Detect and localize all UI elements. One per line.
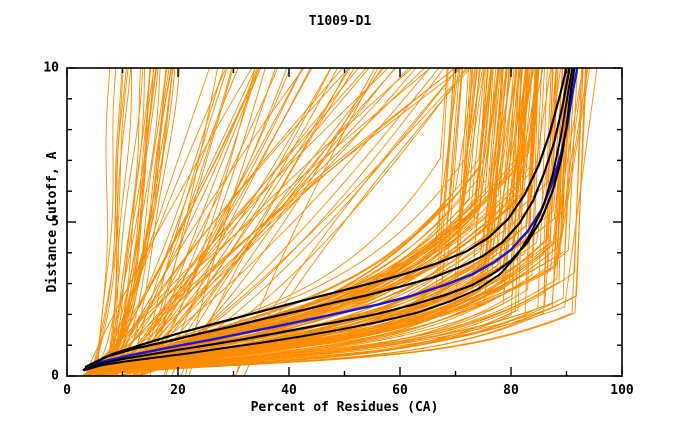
prediction-curve	[88, 68, 425, 376]
x-tick-label: 0	[63, 383, 71, 398]
x-tick-label: 60	[392, 383, 408, 398]
prediction-curve	[129, 68, 349, 376]
series-highlight-black-1	[82, 68, 576, 371]
prediction-curve	[83, 68, 173, 376]
prediction-curve	[105, 68, 180, 376]
prediction-curve	[185, 68, 276, 376]
prediction-curve	[83, 68, 584, 376]
series-highlight-black-3	[88, 68, 568, 367]
prediction-curve	[92, 68, 260, 376]
prediction-curve	[86, 68, 127, 376]
prediction-curve	[115, 68, 445, 376]
prediction-curve	[87, 68, 174, 376]
series-highlight-black-2	[84, 68, 571, 368]
y-tick-label: 5	[51, 214, 59, 230]
prediction-curve	[234, 68, 460, 376]
prediction-curve	[100, 68, 146, 376]
prediction-curve	[165, 68, 313, 376]
series-highlight-black-4	[83, 68, 574, 372]
prediction-curve	[90, 68, 566, 376]
prediction-curve	[149, 68, 262, 376]
prediction-curve	[87, 68, 520, 376]
x-tick-label: 100	[610, 383, 634, 398]
prediction-curve	[88, 68, 154, 376]
prediction-curve	[188, 68, 355, 376]
y-tick-label: 0	[51, 368, 59, 384]
prediction-curve	[100, 68, 370, 376]
prediction-curve	[138, 68, 376, 376]
prediction-curve	[90, 68, 176, 376]
chart-title: T1009-D1	[308, 14, 372, 29]
curve-group	[81, 68, 598, 376]
prediction-curve	[98, 68, 151, 376]
prediction-curve	[91, 68, 152, 376]
prediction-curve	[85, 68, 132, 376]
prediction-curve	[90, 68, 389, 376]
prediction-curve	[135, 68, 234, 376]
prediction-curve	[163, 68, 397, 376]
x-axis-label: Percent of Residues (CA)	[250, 400, 439, 415]
prediction-curve	[89, 68, 571, 376]
x-tick-label: 40	[281, 383, 297, 398]
prediction-curve	[99, 68, 132, 376]
prediction-curve	[86, 68, 144, 376]
x-tick-label: 20	[170, 383, 186, 398]
y-tick-label: 10	[43, 60, 59, 76]
prediction-curve	[136, 68, 256, 376]
prediction-curve	[84, 68, 129, 376]
prediction-curve	[86, 68, 548, 376]
prediction-curve	[83, 68, 563, 376]
prediction-curve	[129, 68, 239, 376]
prediction-curve	[82, 68, 587, 376]
prediction-curve	[171, 68, 385, 376]
prediction-curve	[103, 68, 123, 376]
prediction-curve	[95, 68, 455, 376]
prediction-curve	[99, 68, 367, 376]
prediction-curve	[84, 68, 574, 376]
prediction-curve	[235, 68, 379, 376]
prediction-curve	[90, 68, 539, 376]
prediction-curve	[95, 68, 111, 376]
prediction-curve	[99, 68, 159, 376]
axis-frame	[66, 67, 623, 377]
prediction-curve	[102, 68, 168, 376]
x-tick-label: 80	[503, 383, 519, 398]
prediction-curve	[111, 68, 305, 376]
prediction-curve	[124, 68, 351, 376]
prediction-curve	[108, 68, 291, 376]
prediction-curve	[106, 68, 303, 376]
prediction-curve	[126, 68, 339, 376]
